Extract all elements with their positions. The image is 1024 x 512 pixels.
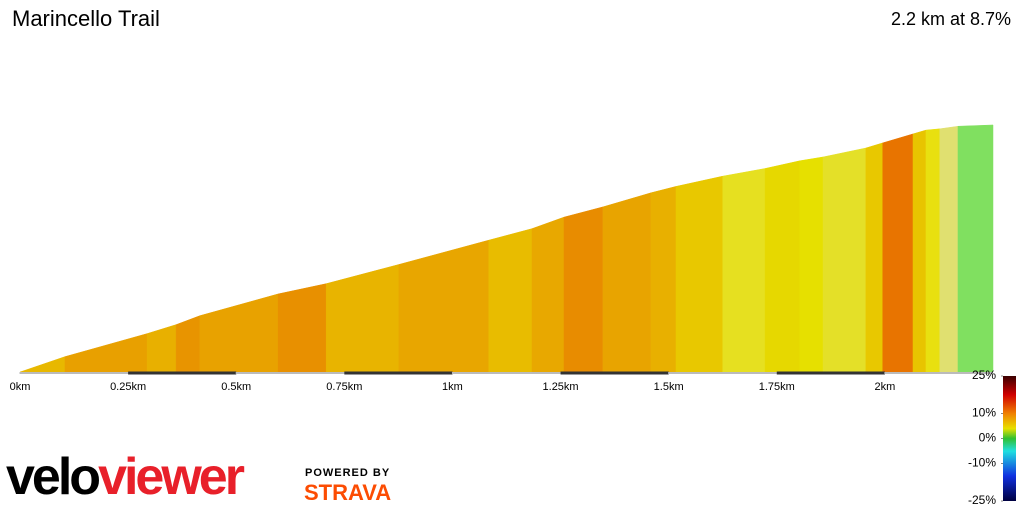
profile-segment (722, 168, 766, 373)
profile-segment (957, 124, 994, 373)
profile-segment (799, 156, 824, 373)
x-tick-label: 2km (874, 381, 895, 393)
powered-by: POWERED BY (305, 467, 390, 479)
profile-segment (277, 283, 327, 373)
profile-segment (563, 206, 604, 373)
logo-part: viewer (98, 448, 245, 506)
x-tick-label: 1.25km (543, 381, 579, 393)
colorbar (1003, 376, 1016, 501)
profile-segment (531, 216, 565, 373)
profile-segment (19, 356, 66, 373)
x-tick-label: 1.75km (759, 381, 795, 393)
colorbar-tick-label: 0% (979, 431, 997, 445)
x-tick-label: 0km (10, 381, 31, 393)
colorbar-tick-label: 25% (972, 368, 996, 382)
profile-segment (398, 239, 490, 373)
profile-segment (325, 264, 400, 373)
profile-segment (675, 175, 723, 373)
chart-title: Marincello Trail (12, 6, 160, 31)
x-tick-label: 1.5km (654, 381, 684, 393)
profile-segment (650, 186, 677, 373)
profile-segment (882, 133, 914, 373)
profile-segment (602, 192, 652, 373)
x-tick-label: 0.75km (326, 381, 362, 393)
strava-logo: STRAVA (304, 480, 391, 505)
colorbar-tick-label: -25% (968, 493, 996, 507)
logo: veloviewer (6, 448, 245, 506)
profile-segment (912, 129, 927, 373)
logo-part: velo (6, 448, 99, 506)
profile-segment (822, 147, 867, 373)
profile-segment (939, 125, 959, 373)
chart-subtitle: 2.2 km at 8.7% (891, 9, 1011, 29)
profile-segment (146, 324, 177, 373)
profile-segment (764, 160, 800, 373)
profile-segment (925, 128, 941, 373)
profile-segment (64, 333, 148, 373)
profile-segment (199, 293, 279, 373)
x-tick-label: 0.5km (221, 381, 251, 393)
profile-segment (865, 142, 883, 373)
colorbar-tick-label: 10% (972, 406, 996, 420)
profile-segment (175, 315, 201, 373)
colorbar-tick-label: -10% (968, 456, 996, 470)
profile-segment (488, 228, 533, 373)
x-tick-label: 0.25km (110, 381, 146, 393)
x-tick-label: 1km (442, 381, 463, 393)
